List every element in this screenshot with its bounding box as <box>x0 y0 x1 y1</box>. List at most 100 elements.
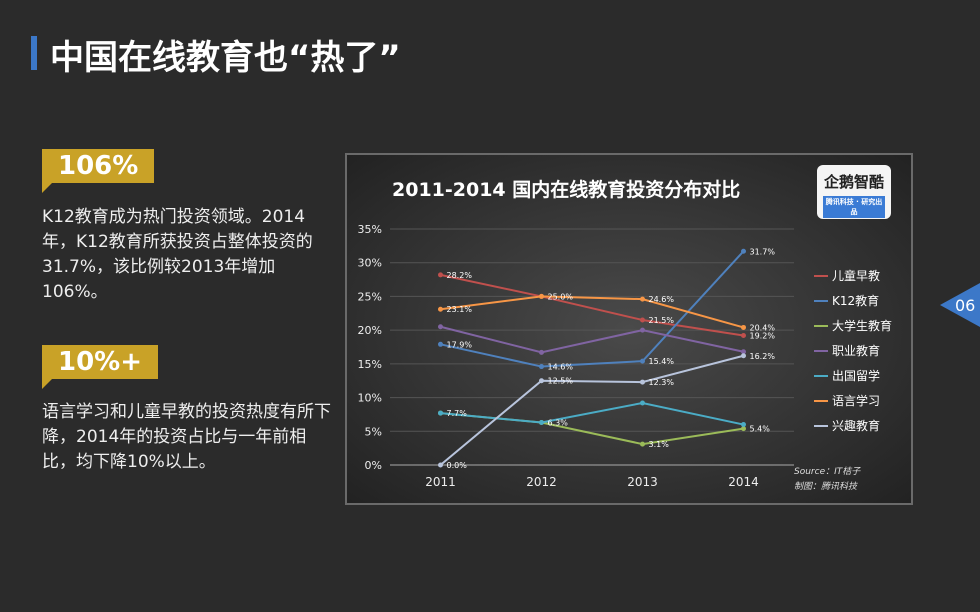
legend-item: 儿童早教 <box>814 263 892 288</box>
data-label: 3.1% <box>649 440 670 449</box>
data-point <box>539 293 544 299</box>
data-label: 12.5% <box>548 377 574 386</box>
data-label: 28.2% <box>447 271 473 280</box>
series-line <box>440 401 744 426</box>
data-label: 20.4% <box>750 323 776 332</box>
series-line <box>440 325 744 354</box>
page-title: 中国在线教育也“热了” <box>50 38 401 78</box>
data-point <box>640 379 645 385</box>
source-text: Source：IT桔子 <box>794 467 861 477</box>
data-point <box>741 353 746 359</box>
legend-swatch <box>814 399 828 402</box>
series-line <box>440 295 744 329</box>
data-label: 23.1% <box>447 305 473 314</box>
chart-legend: 儿童早教 K12教育大学生教育职业教育出国留学语言学习兴趣教育 <box>814 263 892 438</box>
legend-swatch <box>814 324 828 327</box>
data-point <box>438 341 443 347</box>
legend-item: 大学生教育 <box>814 313 892 338</box>
legend-label: 儿童早教 <box>832 269 881 283</box>
legend-label: 大学生教育 <box>832 319 893 333</box>
legend-swatch <box>814 274 828 277</box>
data-label: 19.2% <box>750 332 776 341</box>
x-tick-label: 2013 <box>627 475 658 489</box>
y-tick-label: 25% <box>358 290 382 303</box>
legend-item: 出国留学 <box>814 363 892 388</box>
data-point <box>438 272 443 278</box>
chart-title: 2011-2014 国内在线教育投资分布对比 <box>392 179 741 201</box>
data-label: 12.3% <box>649 378 675 387</box>
data-label: 17.9% <box>447 340 473 349</box>
legend-swatch <box>814 374 828 377</box>
y-tick-label: 35% <box>358 223 382 236</box>
data-label: 14.6% <box>548 363 574 372</box>
data-label: 21.5% <box>649 316 675 325</box>
legend-label: 语言学习 <box>832 394 881 408</box>
data-label: 16.2% <box>750 352 776 361</box>
data-label: 6.3% <box>548 419 569 428</box>
paragraph-1: K12教育成为热门投资领域。2014年，K12教育所获投资占整体投资的31.7%… <box>42 207 313 302</box>
y-tick-label: 5% <box>365 425 382 438</box>
highlight-tag-1: 106% <box>42 149 155 193</box>
data-label: 7.7% <box>447 409 468 418</box>
data-point <box>640 441 645 447</box>
logo: 企鹅智酷腾讯科技 · 研究出品 <box>817 165 891 219</box>
data-point <box>741 349 746 355</box>
data-point <box>640 317 645 323</box>
line-chart: 0% 5% 10% 15% 20% 25% 30% 35% 2011 2012 2013 2014 28… <box>358 223 794 489</box>
series-line <box>440 273 744 337</box>
page-number: 06 <box>955 296 976 315</box>
series-line <box>439 354 744 466</box>
x-tick-label: 2011 <box>425 475 456 489</box>
legend-item: 语言学习 <box>814 388 892 413</box>
legend-label: 兴趣教育 <box>832 419 881 433</box>
y-tick-label: 30% <box>358 257 382 270</box>
legend-label: 出国留学 <box>832 369 881 383</box>
legend-swatch <box>814 299 828 302</box>
data-point <box>741 324 746 330</box>
legend-item: K12教育 <box>814 288 892 313</box>
y-tick-label: 10% <box>358 392 382 405</box>
data-point <box>438 324 443 330</box>
data-point <box>741 422 746 428</box>
data-point <box>539 349 544 355</box>
data-label: 5.4% <box>750 425 771 434</box>
x-tick-label: 2014 <box>728 475 759 489</box>
y-tick-label: 15% <box>358 358 382 371</box>
data-point <box>438 462 443 468</box>
page-marker <box>940 283 980 327</box>
x-tick-label: 2012 <box>526 475 557 489</box>
logo-name: 企鹅智酷 <box>823 173 884 191</box>
data-point <box>640 358 645 364</box>
data-point <box>741 426 746 432</box>
legend-swatch <box>814 424 828 427</box>
data-point <box>539 364 544 370</box>
y-tick-label: 20% <box>358 324 382 337</box>
title-accent-bar <box>31 36 37 70</box>
data-point <box>438 306 443 312</box>
chart-panel: 2011-2014 国内在线教育投资分布对比 企鹅智酷腾讯科技 · 研究出品 0… <box>345 153 913 505</box>
data-point <box>640 296 645 302</box>
data-point <box>640 327 645 333</box>
legend-swatch <box>814 349 828 352</box>
legend-item: 职业教育 <box>814 338 892 363</box>
maker-text: 制图：腾讯科技 <box>794 482 858 492</box>
chart-source: Source：IT桔子 制图：腾讯科技 <box>794 465 860 495</box>
data-label: 15.4% <box>649 357 675 366</box>
data-point <box>438 410 443 416</box>
legend-item: 兴趣教育 <box>814 413 892 438</box>
data-point <box>741 333 746 339</box>
data-point <box>640 400 645 406</box>
legend-label: K12教育 <box>832 294 880 308</box>
data-label: 31.7% <box>750 247 776 256</box>
paragraph-2: 语言学习和儿童早教的投资热度有所下降，2014年的投资占比与一年前相比，均下降1… <box>42 402 331 472</box>
logo-sub: 腾讯科技 · 研究出品 <box>823 196 885 218</box>
data-label: 24.6% <box>649 295 675 304</box>
data-point <box>539 378 544 384</box>
data-label: 0.0% <box>447 461 468 470</box>
data-point <box>539 420 544 426</box>
highlight-tag-2: 10%+ <box>42 345 159 389</box>
legend-label: 职业教育 <box>832 344 881 358</box>
data-label: 25.0% <box>548 292 574 301</box>
data-point <box>741 248 746 254</box>
y-tick-label: 0% <box>365 459 382 472</box>
